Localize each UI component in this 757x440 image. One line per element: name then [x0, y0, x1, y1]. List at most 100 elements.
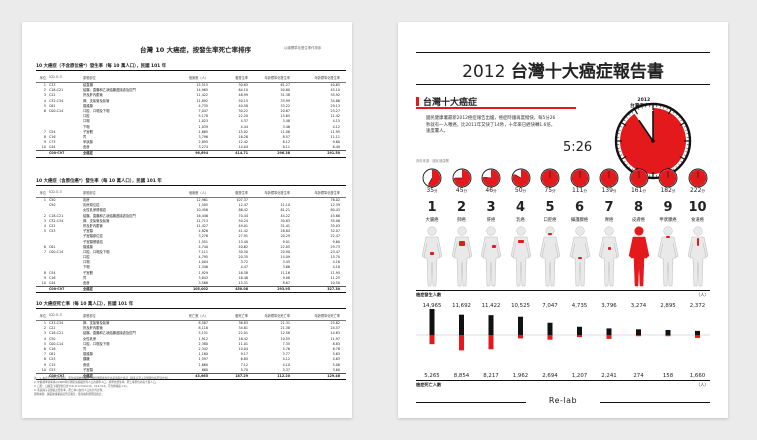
- table-cell: 14.09: [280, 255, 290, 260]
- table-cell: 9: [43, 140, 46, 145]
- table-cell: 1,160: [198, 352, 208, 357]
- column-header: 年齡標準化發生率: [314, 75, 341, 80]
- table-cell: C61: [49, 103, 56, 108]
- table-cell: 3.48: [282, 119, 290, 124]
- clock-tick: [641, 106, 643, 109]
- clock-tick: [667, 109, 672, 115]
- body-figure-icon: [451, 226, 472, 287]
- table-cell: 女性乳房侵襲癌: [83, 208, 107, 213]
- table-cell: 4.16: [332, 260, 340, 265]
- title-rule-top: [416, 52, 710, 53]
- table-cell: 子宮頸侵襲癌: [83, 239, 103, 244]
- table-cell: 40.58: [238, 103, 248, 108]
- figure-organ: [608, 247, 611, 250]
- table-cell: 16,446: [196, 213, 208, 218]
- brand-rule-right: [600, 402, 710, 403]
- table-cell: 子宮頸: [83, 367, 93, 372]
- table-cell: 肺、支氣管及氣管: [83, 98, 110, 103]
- death-bar: [429, 335, 435, 345]
- table-cell: 子宮頸: [83, 229, 93, 234]
- table-cell: 結腸、直腸和乙狀結腸連接處及肛門: [83, 88, 136, 93]
- table-cell: 口咽: [83, 119, 90, 124]
- mini-clock-icon: [658, 168, 678, 188]
- table-cell: 8.67: [282, 281, 290, 285]
- table-cell: 5: [43, 341, 46, 346]
- figure-arms: [628, 236, 649, 258]
- table-cell: 7.12: [240, 362, 248, 367]
- report-title-main: 台灣十大癌症報告書: [510, 62, 664, 82]
- table-cell: 76.02: [330, 198, 340, 202]
- table-cell: 攝護腺: [83, 103, 93, 108]
- footnote-line: 3. 口腔、口咽及下咽部位包含 ICD-O-3 C00-C10、C12-C14；…: [34, 385, 130, 388]
- table-cell: 食道: [83, 362, 90, 367]
- table-row: 8 C54 子宮體 1,929 16.58 11.16 11.95: [36, 271, 346, 276]
- death-number: 158: [662, 373, 674, 379]
- table-cell: 30.22: [238, 108, 248, 113]
- rank-number: 10: [688, 200, 707, 215]
- body-figure-icon: [569, 226, 590, 287]
- clock-tick: [680, 119, 683, 122]
- table-cell: 5,131: [198, 331, 208, 336]
- column-header: 序位: [39, 75, 46, 80]
- report-title: 2012 台灣十大癌症報告書: [398, 57, 728, 82]
- table-cell: 36.83: [238, 321, 248, 325]
- clock-tick: [618, 129, 621, 131]
- clock-tick: [626, 116, 628, 119]
- clock-tick: [623, 119, 626, 122]
- mini-clock-hand: [514, 174, 521, 179]
- table-cell: 22.47: [330, 234, 340, 239]
- column-header: ICD-O-3: [49, 313, 62, 317]
- clock-tick: [634, 109, 639, 115]
- column-header: 年齡標準化發生率: [314, 190, 341, 195]
- table-cell: C22: [49, 93, 56, 98]
- column-header: 原發部位: [83, 190, 96, 195]
- table-cell: 攝護腺: [83, 352, 93, 357]
- table-cell: 7.35: [282, 341, 290, 346]
- table-bottom-rule: [36, 292, 346, 294]
- mini-clock-value: 45分: [447, 187, 477, 194]
- table-cell: 31.38: [280, 93, 290, 98]
- mini-clock-unit: 分: [583, 189, 588, 193]
- incidence-bar: [459, 314, 464, 335]
- table-row: 5 C00-C14 口腔、口咽及下咽 2,380 11.01 7.35 8.83: [36, 342, 346, 347]
- table-cell: 61.27: [280, 83, 290, 87]
- table-cell: 2: [43, 88, 46, 93]
- table-cell: 30.50: [238, 249, 248, 254]
- table-cell: 11.97: [330, 336, 340, 341]
- table-cell: 結腸、直腸和乙狀結腸連接處及肛門: [83, 213, 136, 218]
- table-row: 1 C50 乳房 12,961 107.37 76.02: [36, 198, 346, 203]
- table-cell: C00-C14: [49, 249, 64, 254]
- table-row: 4 C50 女性乳房 1,912 16.42 10.55 11.97: [36, 337, 346, 342]
- mini-clock-minutes: 111: [571, 187, 584, 194]
- table-cell: 女性乳房: [83, 336, 97, 341]
- clock-header-year: 2012: [637, 98, 651, 103]
- cancer-name: 食道癌: [691, 218, 704, 223]
- incidence-bar: [518, 316, 523, 335]
- table-cell: 3.45: [282, 260, 290, 265]
- clock-tick: [628, 114, 631, 116]
- table-cell: 105,002: [192, 287, 208, 292]
- table-cell: 8,116: [198, 326, 208, 331]
- table-row: 女性乳房侵襲癌 10,456 86.42 81.21 80.43: [36, 208, 346, 213]
- table-cell: 3: [43, 218, 46, 223]
- table-cell: 6.40: [332, 145, 340, 150]
- column-header: 粗死亡率: [235, 313, 248, 318]
- table-cell: 23.27: [330, 108, 340, 113]
- table-cell: 12.39: [330, 203, 340, 208]
- clock-tick: [672, 168, 675, 171]
- table-cell: 8.57: [282, 134, 290, 139]
- figure-head: [486, 226, 496, 236]
- table-cell: 11.42: [330, 114, 340, 119]
- table-cell: 下咽: [83, 124, 90, 129]
- incidence-label: 癌症發生人數: [416, 292, 442, 297]
- table-cell: 7,047: [198, 108, 208, 113]
- table-cell: 35.06: [330, 218, 340, 223]
- cancer-name: 乳癌: [516, 218, 525, 223]
- table-cell: C18-C21: [49, 88, 64, 93]
- figure-arms: [510, 236, 531, 258]
- table-cell: 12.58: [280, 331, 290, 336]
- figure-arms: [598, 236, 620, 258]
- incidence-bar: [488, 315, 494, 335]
- table-row: 10 C44 皮膚 3,274 14.04 8.11 6.40: [36, 145, 346, 150]
- mini-clock-minutes: 50: [514, 187, 523, 194]
